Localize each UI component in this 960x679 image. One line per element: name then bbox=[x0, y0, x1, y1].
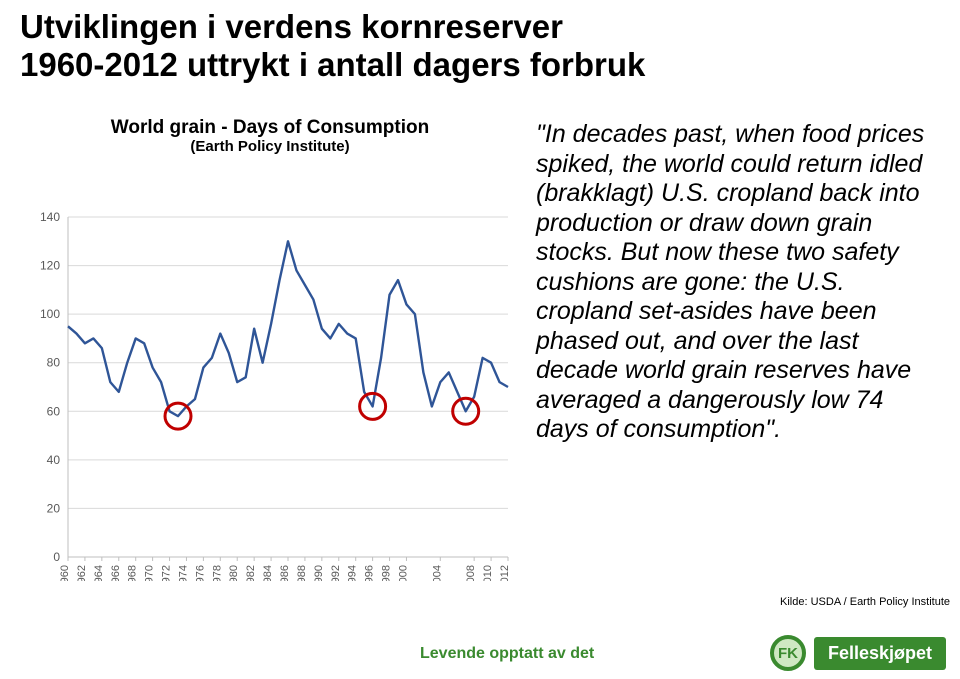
svg-text:1996: 1996 bbox=[364, 565, 376, 581]
source-label: Kilde: USDA / Earth Policy Institute bbox=[780, 596, 950, 608]
quote-part-0: "In decades past, when food prices spike… bbox=[536, 120, 924, 178]
chart-subtitle: (Earth Policy Institute) bbox=[20, 139, 520, 156]
slide: Utviklingen i verdens kornreserver 1960-… bbox=[0, 0, 960, 679]
svg-text:1990: 1990 bbox=[313, 565, 325, 581]
svg-text:2004: 2004 bbox=[431, 565, 443, 581]
logo-initials: FK bbox=[770, 635, 806, 671]
svg-text:1974: 1974 bbox=[177, 565, 189, 581]
title-line1: Utviklingen i verdens kornreserver bbox=[20, 8, 563, 45]
svg-text:1964: 1964 bbox=[93, 565, 105, 581]
svg-text:1970: 1970 bbox=[144, 565, 156, 581]
svg-text:1960: 1960 bbox=[59, 565, 71, 581]
svg-text:80: 80 bbox=[47, 356, 61, 370]
svg-text:0: 0 bbox=[53, 550, 60, 564]
line-chart: 0 20 40 60 80 100 120 140 1960 1962 1964 1966 1968 19… bbox=[20, 155, 520, 581]
svg-text:1994: 1994 bbox=[347, 565, 359, 581]
svg-text:1972: 1972 bbox=[161, 565, 173, 581]
svg-text:2012: 2012 bbox=[499, 565, 511, 581]
chart-title: World grain - Days of Consumption (Earth… bbox=[20, 118, 520, 155]
svg-text:1980: 1980 bbox=[228, 565, 240, 581]
logo-text: Felleskjøpet bbox=[814, 637, 946, 670]
svg-text:2008: 2008 bbox=[465, 565, 477, 581]
svg-text:1986: 1986 bbox=[279, 565, 291, 581]
svg-text:1992: 1992 bbox=[330, 565, 342, 581]
svg-text:100: 100 bbox=[40, 308, 60, 322]
chart-container: World grain - Days of Consumption (Earth… bbox=[20, 118, 520, 588]
svg-text:1976: 1976 bbox=[194, 565, 206, 581]
quote-block: "In decades past, when food prices spike… bbox=[536, 120, 940, 445]
svg-text:1978: 1978 bbox=[211, 565, 223, 581]
title-line2: 1960-2012 uttrykt i antall dagers forbru… bbox=[20, 46, 645, 83]
footer-tagline: Levende opptatt av det bbox=[420, 645, 594, 663]
svg-text:1962: 1962 bbox=[76, 565, 88, 581]
footer: Levende opptatt av det FK Felleskjøpet bbox=[0, 633, 960, 679]
svg-text:1968: 1968 bbox=[127, 565, 139, 581]
svg-text:1998: 1998 bbox=[381, 565, 393, 581]
svg-text:1988: 1988 bbox=[296, 565, 308, 581]
svg-text:1982: 1982 bbox=[245, 565, 257, 581]
svg-text:2010: 2010 bbox=[482, 565, 494, 581]
svg-text:1984: 1984 bbox=[262, 565, 274, 581]
svg-text:1966: 1966 bbox=[110, 565, 122, 581]
quote-part-2: U.S. cropland back into production or dr… bbox=[536, 179, 920, 443]
svg-text:2000: 2000 bbox=[397, 565, 409, 581]
svg-text:40: 40 bbox=[47, 453, 61, 467]
footer-logo: FK Felleskjøpet bbox=[770, 635, 946, 671]
svg-text:140: 140 bbox=[40, 210, 60, 224]
svg-text:120: 120 bbox=[40, 259, 60, 273]
svg-text:60: 60 bbox=[47, 405, 61, 419]
slide-title: Utviklingen i verdens kornreserver 1960-… bbox=[20, 8, 940, 84]
svg-text:20: 20 bbox=[47, 502, 61, 516]
quote-part-1: (brakklagt) bbox=[536, 179, 654, 207]
chart-title-text: World grain - Days of Consumption bbox=[111, 117, 429, 138]
